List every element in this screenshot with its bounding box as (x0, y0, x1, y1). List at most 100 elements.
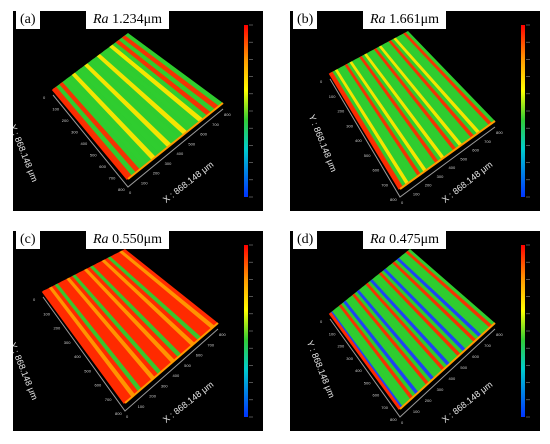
x-tick-label: 500 (188, 141, 195, 146)
y-tick-label: 700 (381, 182, 388, 187)
roughness-label: Ra 0.475μm (363, 231, 446, 249)
x-tick-label: 600 (200, 132, 207, 137)
y-tick-label: 0 (43, 95, 46, 100)
surface-edge (399, 120, 496, 190)
panel-label: (a) (16, 11, 40, 29)
surface-panel-a: 0 0 100 100 200 200 300 300 400 400 500 500 600 600 70… (13, 11, 263, 211)
y-tick-label: 0 (320, 79, 323, 84)
x-tick-label: 0 (401, 200, 404, 205)
surface-ridge (398, 34, 487, 130)
surface-ridge (78, 271, 169, 369)
surface-ridge (361, 286, 440, 376)
surface-ridge (405, 250, 493, 328)
surface-ridge (338, 304, 414, 400)
surface-ridge (339, 66, 415, 181)
surface-ridge (54, 283, 142, 392)
y-tick-label: 0 (33, 297, 36, 302)
x-tick-label: 100 (413, 191, 420, 196)
y-tick-label: 100 (329, 331, 336, 336)
y-tick-label: 300 (346, 356, 353, 361)
surface-ridge (369, 50, 451, 155)
height-colorbar (244, 245, 248, 417)
surface-ridge (119, 250, 215, 329)
surface-ridge (66, 277, 155, 381)
x-tick-label: 200 (425, 183, 432, 188)
y-tick-label: 800 (118, 187, 125, 192)
y-tick-label: 500 (90, 153, 97, 158)
surface-ridge (354, 58, 433, 168)
x-tick-label: 300 (437, 174, 444, 179)
surface-ridge (95, 262, 189, 352)
surface-ridge (393, 37, 481, 134)
panel-label: (c) (16, 231, 40, 249)
surface-ridge (334, 307, 408, 405)
surface-ridge (84, 268, 175, 363)
surface-plot: 0 0 100 100 200 200 300 300 400 400 500 500 600 600 70… (33, 244, 253, 419)
y-tick-label: 100 (329, 94, 336, 99)
surface-edge (328, 72, 402, 190)
y-tick-label: 200 (338, 344, 345, 349)
surface-ridge (334, 69, 409, 185)
y-tick-label: 700 (381, 405, 388, 410)
panel-label: (b) (293, 11, 318, 29)
roughness-label: Ra 0.550μm (86, 231, 169, 249)
x-tick-label: 100 (138, 404, 145, 409)
ra-value: 0.550μm (108, 232, 162, 247)
surface-ridge (59, 82, 140, 173)
surface-ridge (89, 265, 182, 358)
y-tick-label: 400 (81, 141, 88, 146)
x-tick-label: 300 (437, 387, 444, 392)
y-tick-label: 500 (364, 380, 371, 385)
y-tick-label: 600 (95, 383, 102, 388)
surface-ridge (359, 55, 439, 164)
surface-ridge (392, 261, 477, 343)
surface-ridge (387, 265, 472, 347)
surface-edge (41, 290, 127, 404)
x-tick-label: 700 (212, 122, 219, 127)
y-tick-label: 200 (338, 109, 345, 114)
y-tick-label: 600 (99, 164, 106, 169)
surface-panel-d: 0 0 100 100 200 200 300 300 400 400 500 500 600 600 70… (290, 231, 540, 431)
height-colorbar (521, 25, 525, 197)
y-tick-label: 800 (115, 411, 122, 416)
y-tick-label: 800 (390, 417, 397, 422)
x-tick-label: 0 (401, 420, 404, 425)
surface-ridge (352, 293, 430, 386)
surface-ridge (90, 58, 180, 141)
x-tick-label: 800 (224, 112, 231, 117)
y-tick-label: 700 (109, 176, 116, 181)
roughness-label: Ra 1.234μm (86, 11, 169, 29)
surface-ridge (401, 254, 488, 333)
surface-ridge (349, 61, 427, 172)
y-tick-label: 400 (74, 354, 81, 359)
surface-ridge (374, 275, 456, 362)
x-tick-label: 700 (207, 342, 214, 347)
surface-plot: 0 0 100 100 200 200 300 300 400 400 500 500 600 600 70… (43, 24, 253, 198)
surface-ridge (103, 49, 196, 129)
x-tick-label: 100 (413, 409, 420, 414)
x-tick-label: 200 (425, 398, 432, 403)
surface-edge (399, 322, 496, 410)
surface-base (53, 33, 223, 179)
ra-symbol: Ra (370, 232, 386, 247)
y-tick-label: 300 (346, 123, 353, 128)
y-tick-label: 400 (355, 368, 362, 373)
y-tick-label: 800 (390, 197, 397, 202)
surface-edge (127, 102, 224, 180)
x-tick-label: 0 (126, 414, 129, 419)
roughness-label: Ra 1.661μm (363, 11, 446, 29)
surface-ridge (343, 300, 419, 395)
x-tick-label: 500 (460, 156, 467, 161)
surface-ridge (356, 289, 435, 381)
axis-line (329, 78, 496, 198)
ra-value: 1.661μm (385, 12, 439, 27)
x-tick-label: 0 (129, 190, 132, 195)
surface-ridge (388, 40, 475, 138)
surface-ridge (373, 48, 457, 151)
x-tick-label: 800 (496, 130, 503, 135)
surface-ridge (121, 35, 220, 110)
x-tick-label: 500 (184, 363, 191, 368)
surface-ridge (107, 256, 202, 341)
y-tick-label: 100 (52, 107, 59, 112)
y-tick-label: 200 (62, 118, 69, 123)
